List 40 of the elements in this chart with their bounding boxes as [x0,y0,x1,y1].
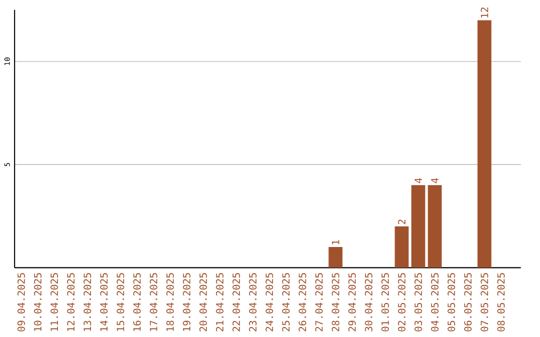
x-tick-label: 02.05.2025 [398,273,406,332]
x-tick-label: 24.04.2025 [266,273,274,332]
bar [328,247,342,268]
x-tick-label: 03.05.2025 [414,273,422,332]
x-tick-label: 17.04.2025 [150,273,158,331]
data-label: 2 [398,220,406,224]
data-label: 1 [332,240,340,244]
bar [411,185,426,268]
x-tick-label: 08.05.2025 [497,273,505,332]
x-tick-label: 04.05.2025 [431,273,439,332]
x-tick-label: 23.04.2025 [249,273,257,332]
x-tick-label: 16.04.2025 [133,273,141,331]
x-tick-label: 18.04.2025 [166,273,174,331]
x-tick-label: 27.04.2025 [315,273,323,332]
x-tick-label: 14.04.2025 [100,273,108,331]
bar [394,226,409,268]
x-tick-label: 28.04.2025 [332,273,340,332]
x-tick-label: 05.05.2025 [448,273,456,332]
x-tick-label: 20.04.2025 [199,273,207,332]
x-tick-label: 06.05.2025 [464,273,472,332]
x-tick-label: 21.04.2025 [216,273,224,332]
data-label: 12 [480,8,488,18]
x-tick-label: 25.04.2025 [282,273,290,332]
x-tick-label: 11.04.2025 [50,273,58,331]
bar [477,20,492,268]
x-tick-label: 30.04.2025 [364,273,372,332]
x-tick-label: 10.04.2025 [34,273,42,331]
x-tick-label: 01.05.2025 [381,273,389,332]
x-tick-label: 07.05.2025 [480,273,488,332]
x-tick-label: 13.04.2025 [84,273,92,331]
x-tick-label: 29.04.2025 [348,273,356,332]
data-label: 4 [431,178,438,184]
x-tick-label: 15.04.2025 [116,273,124,331]
x-tick-label: 26.04.2025 [298,273,306,332]
x-tick-label: 22.04.2025 [232,273,240,332]
x-tick-label: 12.04.2025 [67,273,75,331]
data-label: 4 [414,178,422,184]
x-tick-label: 09.04.2025 [17,273,25,332]
x-tick-label: 19.04.2025 [182,273,190,331]
bar [428,185,442,268]
